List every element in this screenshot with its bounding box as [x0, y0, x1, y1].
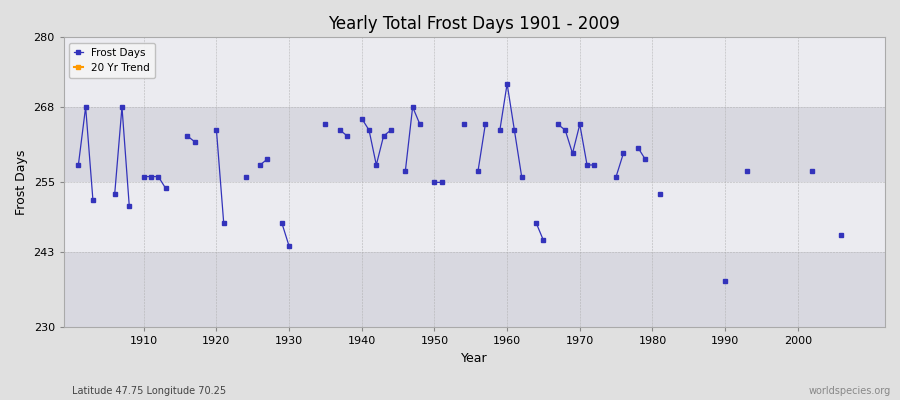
X-axis label: Year: Year — [461, 352, 488, 365]
Bar — [64, 37, 885, 107]
Frost Days — [73, 162, 84, 167]
Frost Days — [342, 134, 353, 138]
Bar — [64, 107, 885, 182]
Frost Days — [139, 174, 149, 179]
Title: Yearly Total Frost Days 1901 - 2009: Yearly Total Frost Days 1901 - 2009 — [328, 15, 620, 33]
Text: Latitude 47.75 Longitude 70.25: Latitude 47.75 Longitude 70.25 — [72, 386, 226, 396]
Legend: Frost Days, 20 Yr Trend: Frost Days, 20 Yr Trend — [69, 42, 155, 78]
Frost Days — [509, 128, 520, 132]
Text: worldspecies.org: worldspecies.org — [809, 386, 891, 396]
Line: Frost Days: Frost Days — [76, 82, 843, 283]
Frost Days — [501, 81, 512, 86]
Bar — [64, 182, 885, 252]
Y-axis label: Frost Days: Frost Days — [15, 150, 28, 215]
Bar — [64, 252, 885, 328]
